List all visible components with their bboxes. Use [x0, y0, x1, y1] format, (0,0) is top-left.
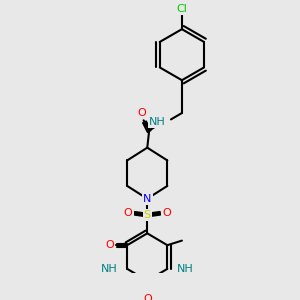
- Text: NH: NH: [101, 264, 118, 274]
- Text: O: O: [143, 294, 152, 300]
- Text: NH: NH: [176, 264, 193, 274]
- Text: N: N: [143, 194, 152, 204]
- Text: O: O: [106, 240, 114, 250]
- Text: O: O: [124, 208, 133, 218]
- Text: O: O: [137, 108, 146, 118]
- Text: S: S: [144, 210, 151, 220]
- Text: Cl: Cl: [176, 4, 187, 14]
- Text: NH: NH: [149, 117, 166, 127]
- Text: O: O: [162, 208, 171, 218]
